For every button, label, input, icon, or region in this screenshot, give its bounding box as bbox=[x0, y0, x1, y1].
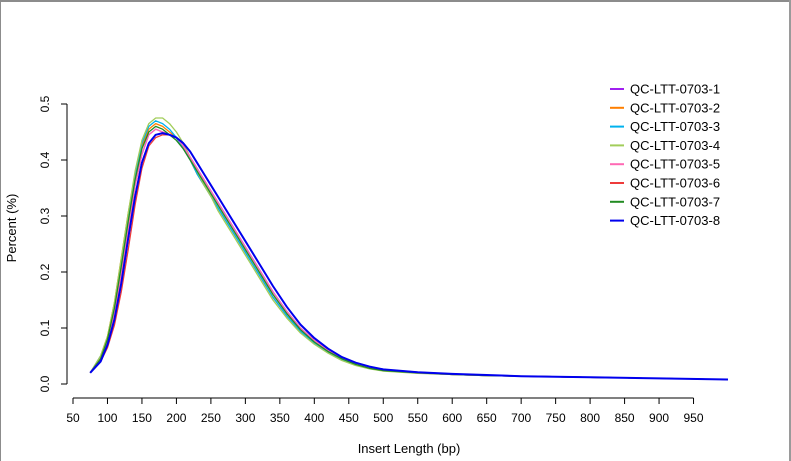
y-tick-label: 0.1 bbox=[38, 319, 52, 336]
x-tick-label: 700 bbox=[511, 411, 531, 425]
y-tick-label: 0.3 bbox=[38, 207, 52, 224]
legend-label: QC-LTT-0703-4 bbox=[630, 138, 720, 153]
series-line bbox=[89, 132, 729, 381]
series-lines bbox=[89, 117, 729, 381]
legend-label: QC-LTT-0703-7 bbox=[630, 194, 720, 209]
legend-label: QC-LTT-0703-5 bbox=[630, 157, 720, 172]
x-tick-label: 650 bbox=[477, 411, 497, 425]
x-tick-label: 400 bbox=[304, 411, 324, 425]
y-tick-label: 0.4 bbox=[38, 151, 52, 168]
legend-label: QC-LTT-0703-1 bbox=[630, 82, 720, 97]
y-tick-label: 0.0 bbox=[38, 375, 52, 392]
legend: QC-LTT-0703-1 QC-LTT-0703-2 QC-LTT-0703-3 Q… bbox=[610, 82, 720, 228]
legend-label: QC-LTT-0703-3 bbox=[630, 119, 720, 134]
x-tick-label: 750 bbox=[546, 411, 566, 425]
x-tick-label: 600 bbox=[442, 411, 462, 425]
x-tick-label: 50 bbox=[66, 411, 80, 425]
x-tick-label: 450 bbox=[339, 411, 359, 425]
x-tick-label: 300 bbox=[235, 411, 255, 425]
x-tick-label: 800 bbox=[580, 411, 600, 425]
x-tick-label: 150 bbox=[132, 411, 152, 425]
y-tick-label: 0.2 bbox=[38, 263, 52, 280]
legend-label: QC-LTT-0703-6 bbox=[630, 176, 720, 191]
x-tick-label: 850 bbox=[615, 411, 635, 425]
legend-label: QC-LTT-0703-2 bbox=[630, 100, 720, 115]
y-axis-label: Percent (%) bbox=[4, 194, 19, 263]
x-tick-label: 350 bbox=[270, 411, 290, 425]
x-tick-label: 250 bbox=[201, 411, 221, 425]
x-tick-label: 550 bbox=[408, 411, 428, 425]
x-tick-label: 950 bbox=[684, 411, 704, 425]
x-tick-label: 100 bbox=[97, 411, 117, 425]
x-tick-label: 200 bbox=[166, 411, 186, 425]
x-tick-label: 900 bbox=[649, 411, 669, 425]
x-tick-label: 500 bbox=[373, 411, 393, 425]
y-tick-label: 0.5 bbox=[38, 95, 52, 112]
axes: 50 100 150 200 250 300 350 400 450 500 550 600 650 70… bbox=[38, 95, 704, 425]
x-axis-label: Insert Length (bp) bbox=[358, 441, 461, 456]
legend-label: QC-LTT-0703-8 bbox=[630, 213, 720, 228]
